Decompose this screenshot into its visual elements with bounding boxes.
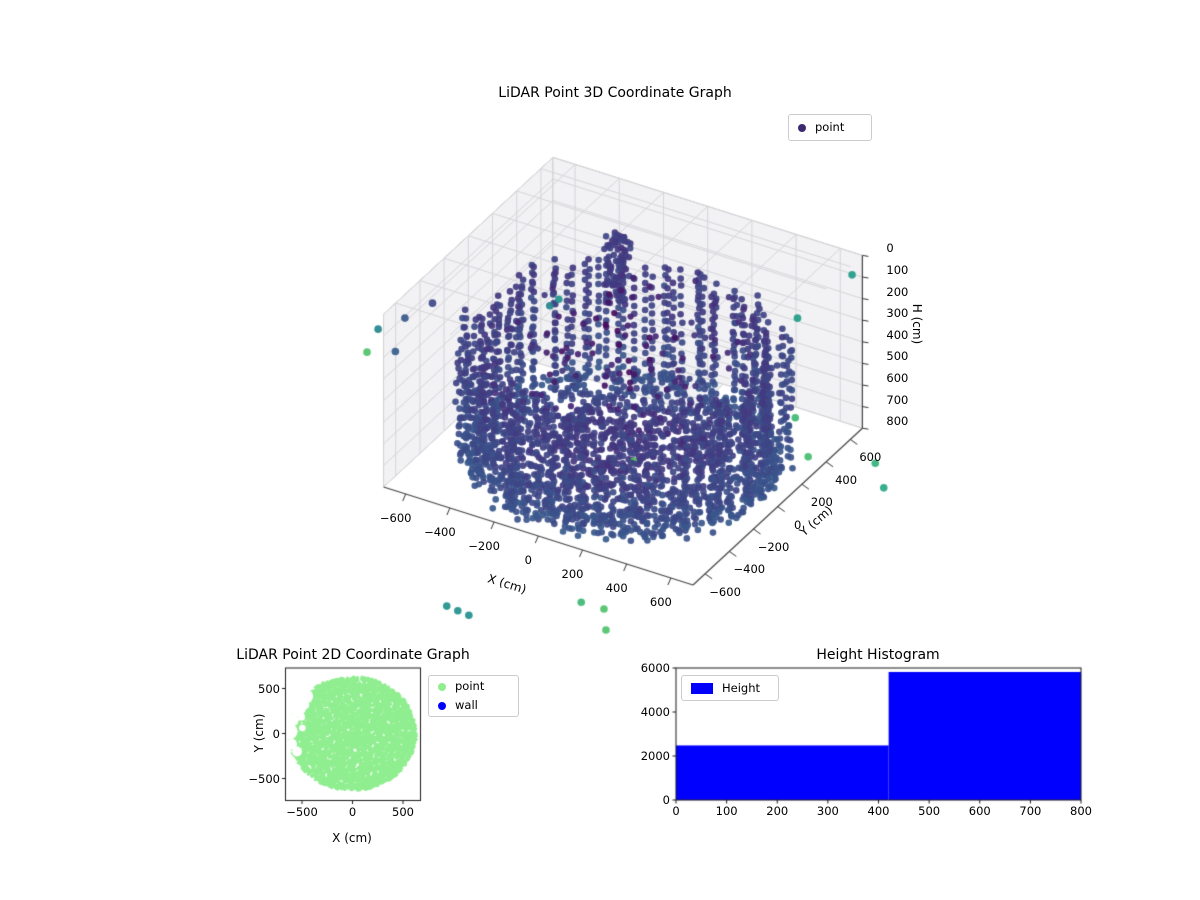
hist-x-tick-label: 600 <box>968 804 991 818</box>
x3d-tick-label: −400 <box>424 525 456 539</box>
h3d-tick-label: 600 <box>886 371 909 385</box>
axis3d-h-label: H (cm) <box>910 303 924 345</box>
legend-2d-wall-row: wall <box>438 697 509 714</box>
hist-x-tick-label: 500 <box>918 804 941 818</box>
hist-y-tick-label: 0 <box>662 793 670 807</box>
histogram-title: Height Histogram <box>816 647 940 663</box>
height-series-swatch-icon <box>691 682 713 694</box>
chart3d-title: LiDAR Point 3D Coordinate Graph <box>498 85 732 101</box>
chart2d-title: LiDAR Point 2D Coordinate Graph <box>236 647 470 663</box>
hist-y-tick-label: 2000 <box>640 749 670 763</box>
hist-x-tick-label: 400 <box>867 804 890 818</box>
legend-2d-point-row: point <box>438 678 509 695</box>
h3d-tick-label: 200 <box>886 284 909 299</box>
wall-2d-swatch-icon <box>438 701 446 710</box>
h3d-tick-label: 800 <box>886 414 909 429</box>
legend-2d-wall-label: wall <box>455 698 478 712</box>
x3d-tick-label: 200 <box>561 567 584 581</box>
y2d-tick-label: 0 <box>272 726 280 741</box>
legend-2d: point wall <box>428 675 519 717</box>
x3d-tick-label: 0 <box>524 553 532 567</box>
h3d-tick-label: 300 <box>886 306 909 321</box>
h3d-tick-label: 400 <box>886 327 909 342</box>
point-series-swatch-icon <box>798 123 806 132</box>
hist-x-tick-label: 200 <box>766 804 789 818</box>
y2d-tick-label: 500 <box>258 681 280 696</box>
h3d-tick-label: 100 <box>886 263 909 277</box>
hist-y-tick-label: 6000 <box>640 661 670 675</box>
hist-x-tick-label: 800 <box>1070 804 1092 818</box>
h3d-tick-label: 0 <box>886 241 894 256</box>
x3d-tick-label: −200 <box>468 539 500 553</box>
legend-3d-point-row: point <box>798 119 862 136</box>
point-2d-swatch-icon <box>438 682 446 691</box>
legend-histogram-height-label: Height <box>722 680 761 695</box>
axis2d-y-label: Y (cm) <box>252 713 266 753</box>
y3d-tick-label: 600 <box>859 450 882 465</box>
x2d-tick-label: −500 <box>286 805 318 819</box>
y2d-tick-label: −500 <box>248 771 280 786</box>
legend-histogram: Height <box>681 675 779 701</box>
hist-x-tick-label: 700 <box>1019 804 1042 818</box>
y3d-tick-label: −600 <box>709 584 741 599</box>
y3d-tick-label: 0 <box>794 517 802 532</box>
y3d-tick-label: −200 <box>757 540 790 554</box>
hist-x-tick-label: 100 <box>715 804 738 818</box>
legend-2d-point-label: point <box>455 679 485 693</box>
hist-x-tick-label: 0 <box>672 804 680 818</box>
hist-x-tick-label: 300 <box>816 804 839 818</box>
hist-y-tick-label: 4000 <box>640 705 670 719</box>
y3d-tick-label: 200 <box>810 495 833 510</box>
x3d-tick-label: −600 <box>379 511 412 525</box>
x3d-tick-label: 600 <box>649 595 672 609</box>
x3d-tick-label: 400 <box>605 581 628 595</box>
legend-3d-point-label: point <box>815 120 845 134</box>
h3d-tick-label: 700 <box>886 392 909 407</box>
x2d-tick-label: 500 <box>392 805 414 819</box>
y3d-tick-label: 400 <box>835 472 858 487</box>
h3d-tick-label: 500 <box>886 349 909 364</box>
axis2d-x-label: X (cm) <box>332 831 372 845</box>
x2d-tick-label: 0 <box>348 805 357 819</box>
legend-histogram-height-row: Height <box>691 680 769 697</box>
legend-3d: point <box>788 114 872 141</box>
y3d-tick-label: −400 <box>733 562 766 577</box>
